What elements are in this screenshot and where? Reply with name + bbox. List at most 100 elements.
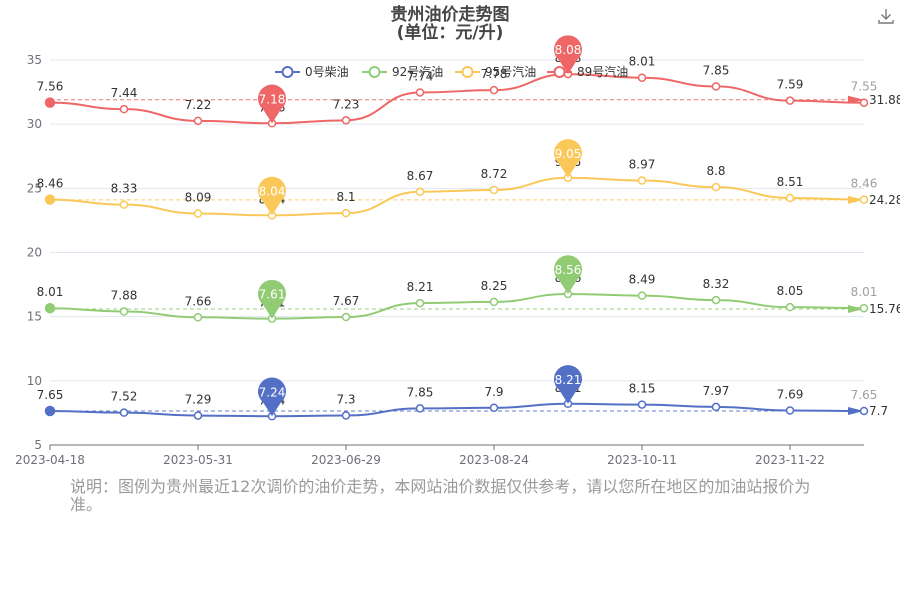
data-point[interactable] (44, 97, 56, 108)
legend[interactable]: 0号柴油 92号汽油 95号汽油 89号汽油 (275, 64, 628, 79)
data-point[interactable] (44, 405, 56, 417)
data-point[interactable] (341, 411, 351, 420)
data-point[interactable] (489, 297, 499, 307)
series-line (49, 176, 865, 217)
legend-item[interactable]: 95号汽油 (455, 64, 536, 79)
data-point[interactable] (415, 88, 425, 97)
data-point[interactable] (44, 194, 56, 205)
data-point[interactable] (119, 307, 129, 316)
data-point[interactable] (341, 312, 351, 322)
data-point[interactable] (785, 193, 795, 203)
data-point[interactable] (859, 98, 869, 107)
data-label: 8.01 (851, 285, 878, 299)
data-label: 7.22 (185, 98, 212, 112)
legend-label: 92号汽油 (392, 64, 443, 79)
y-tick-label: 35 (27, 53, 42, 67)
data-point[interactable] (859, 406, 869, 416)
data-point[interactable] (637, 291, 647, 300)
data-point[interactable] (785, 96, 795, 105)
data-point[interactable] (119, 408, 129, 417)
data-label: 7.52 (111, 390, 138, 404)
data-point[interactable] (119, 200, 129, 209)
extreme-marker: 8.21 (554, 365, 583, 404)
pin-value: 8.04 (259, 184, 286, 198)
data-label: 8.97 (629, 158, 656, 172)
series-line (49, 402, 865, 418)
x-tick-label: 2023-04-18 (15, 453, 85, 467)
extreme-marker: 7.18 (258, 84, 286, 124)
data-label: 8.46 (851, 177, 878, 191)
pin-value: 7.18 (259, 92, 286, 106)
data-point[interactable] (785, 302, 795, 312)
data-point[interactable] (711, 82, 721, 91)
data-label: 8.33 (111, 182, 138, 196)
legend-item[interactable]: 89号汽油 (547, 64, 628, 79)
data-label: 7.69 (777, 387, 804, 401)
data-label: 8.49 (629, 273, 656, 287)
legend-item[interactable]: 92号汽油 (362, 64, 443, 79)
data-point[interactable] (415, 187, 425, 197)
data-point[interactable] (859, 195, 869, 204)
data-point[interactable] (785, 406, 795, 415)
data-point[interactable] (44, 302, 56, 314)
extreme-marker: 8.04 (258, 176, 286, 216)
legend-symbol (281, 66, 294, 78)
data-point[interactable] (489, 403, 499, 413)
download-icon[interactable] (876, 6, 896, 26)
data-point[interactable] (711, 182, 721, 192)
pin-shape (554, 365, 583, 404)
data-point[interactable] (415, 404, 425, 413)
data-label: 8.01 (629, 55, 656, 69)
data-point[interactable] (637, 73, 647, 82)
data-point[interactable] (637, 176, 647, 185)
data-label: 8.01 (37, 285, 64, 299)
x-tick-label: 2023-11-22 (755, 453, 825, 467)
average-value-label: 31.88 (869, 93, 900, 107)
extreme-marker: 8.56 (554, 255, 583, 294)
data-label: 8.25 (481, 279, 508, 293)
data-label: 8.32 (703, 277, 730, 291)
data-point[interactable] (711, 295, 721, 305)
data-label: 8.1 (336, 190, 355, 204)
data-label: 7.59 (777, 78, 804, 92)
grid-lines (50, 59, 864, 382)
series-line (49, 73, 865, 125)
data-label: 8.21 (407, 280, 434, 294)
x-tick-label: 2023-05-31 (163, 453, 233, 467)
data-point[interactable] (341, 208, 351, 218)
data-point[interactable] (489, 85, 499, 95)
data-label: 7.9 (484, 385, 503, 399)
data-label: 7.65 (851, 388, 878, 402)
pin-value: 8.21 (555, 373, 582, 387)
data-label: 7.66 (185, 294, 212, 308)
data-label: 7.44 (111, 86, 138, 100)
legend-symbol (553, 66, 566, 78)
data-point[interactable] (193, 209, 203, 218)
data-label: 7.56 (37, 80, 64, 94)
y-tick-label: 15 (27, 310, 42, 324)
data-label: 7.85 (703, 63, 730, 77)
data-point[interactable] (489, 185, 499, 195)
legend-symbol (461, 66, 474, 78)
data-point[interactable] (711, 402, 721, 412)
average-value-label: 24.28 (869, 193, 900, 207)
data-label: 8.46 (37, 177, 64, 191)
data-point[interactable] (341, 116, 351, 125)
extreme-marker: 7.61 (258, 279, 286, 319)
x-tick-label: 2023-10-11 (607, 453, 677, 467)
data-point[interactable] (119, 104, 129, 114)
data-point[interactable] (193, 313, 203, 322)
pin-value: 7.61 (259, 288, 286, 302)
data-label: 7.74 (407, 69, 434, 83)
series-2: 24.28 8.46 8.33 8.09 8.04 8.1 8.67 8.72 9.05 8.97… (37, 139, 900, 220)
legend-item[interactable]: 0号柴油 (275, 65, 349, 79)
data-point[interactable] (193, 116, 203, 126)
y-tick-label: 25 (27, 181, 42, 195)
data-point[interactable] (415, 298, 425, 308)
data-label: 8.51 (777, 175, 804, 189)
data-label: 8.15 (629, 382, 656, 396)
data-point[interactable] (193, 411, 203, 420)
data-point[interactable] (859, 303, 869, 313)
data-point[interactable] (637, 400, 647, 409)
